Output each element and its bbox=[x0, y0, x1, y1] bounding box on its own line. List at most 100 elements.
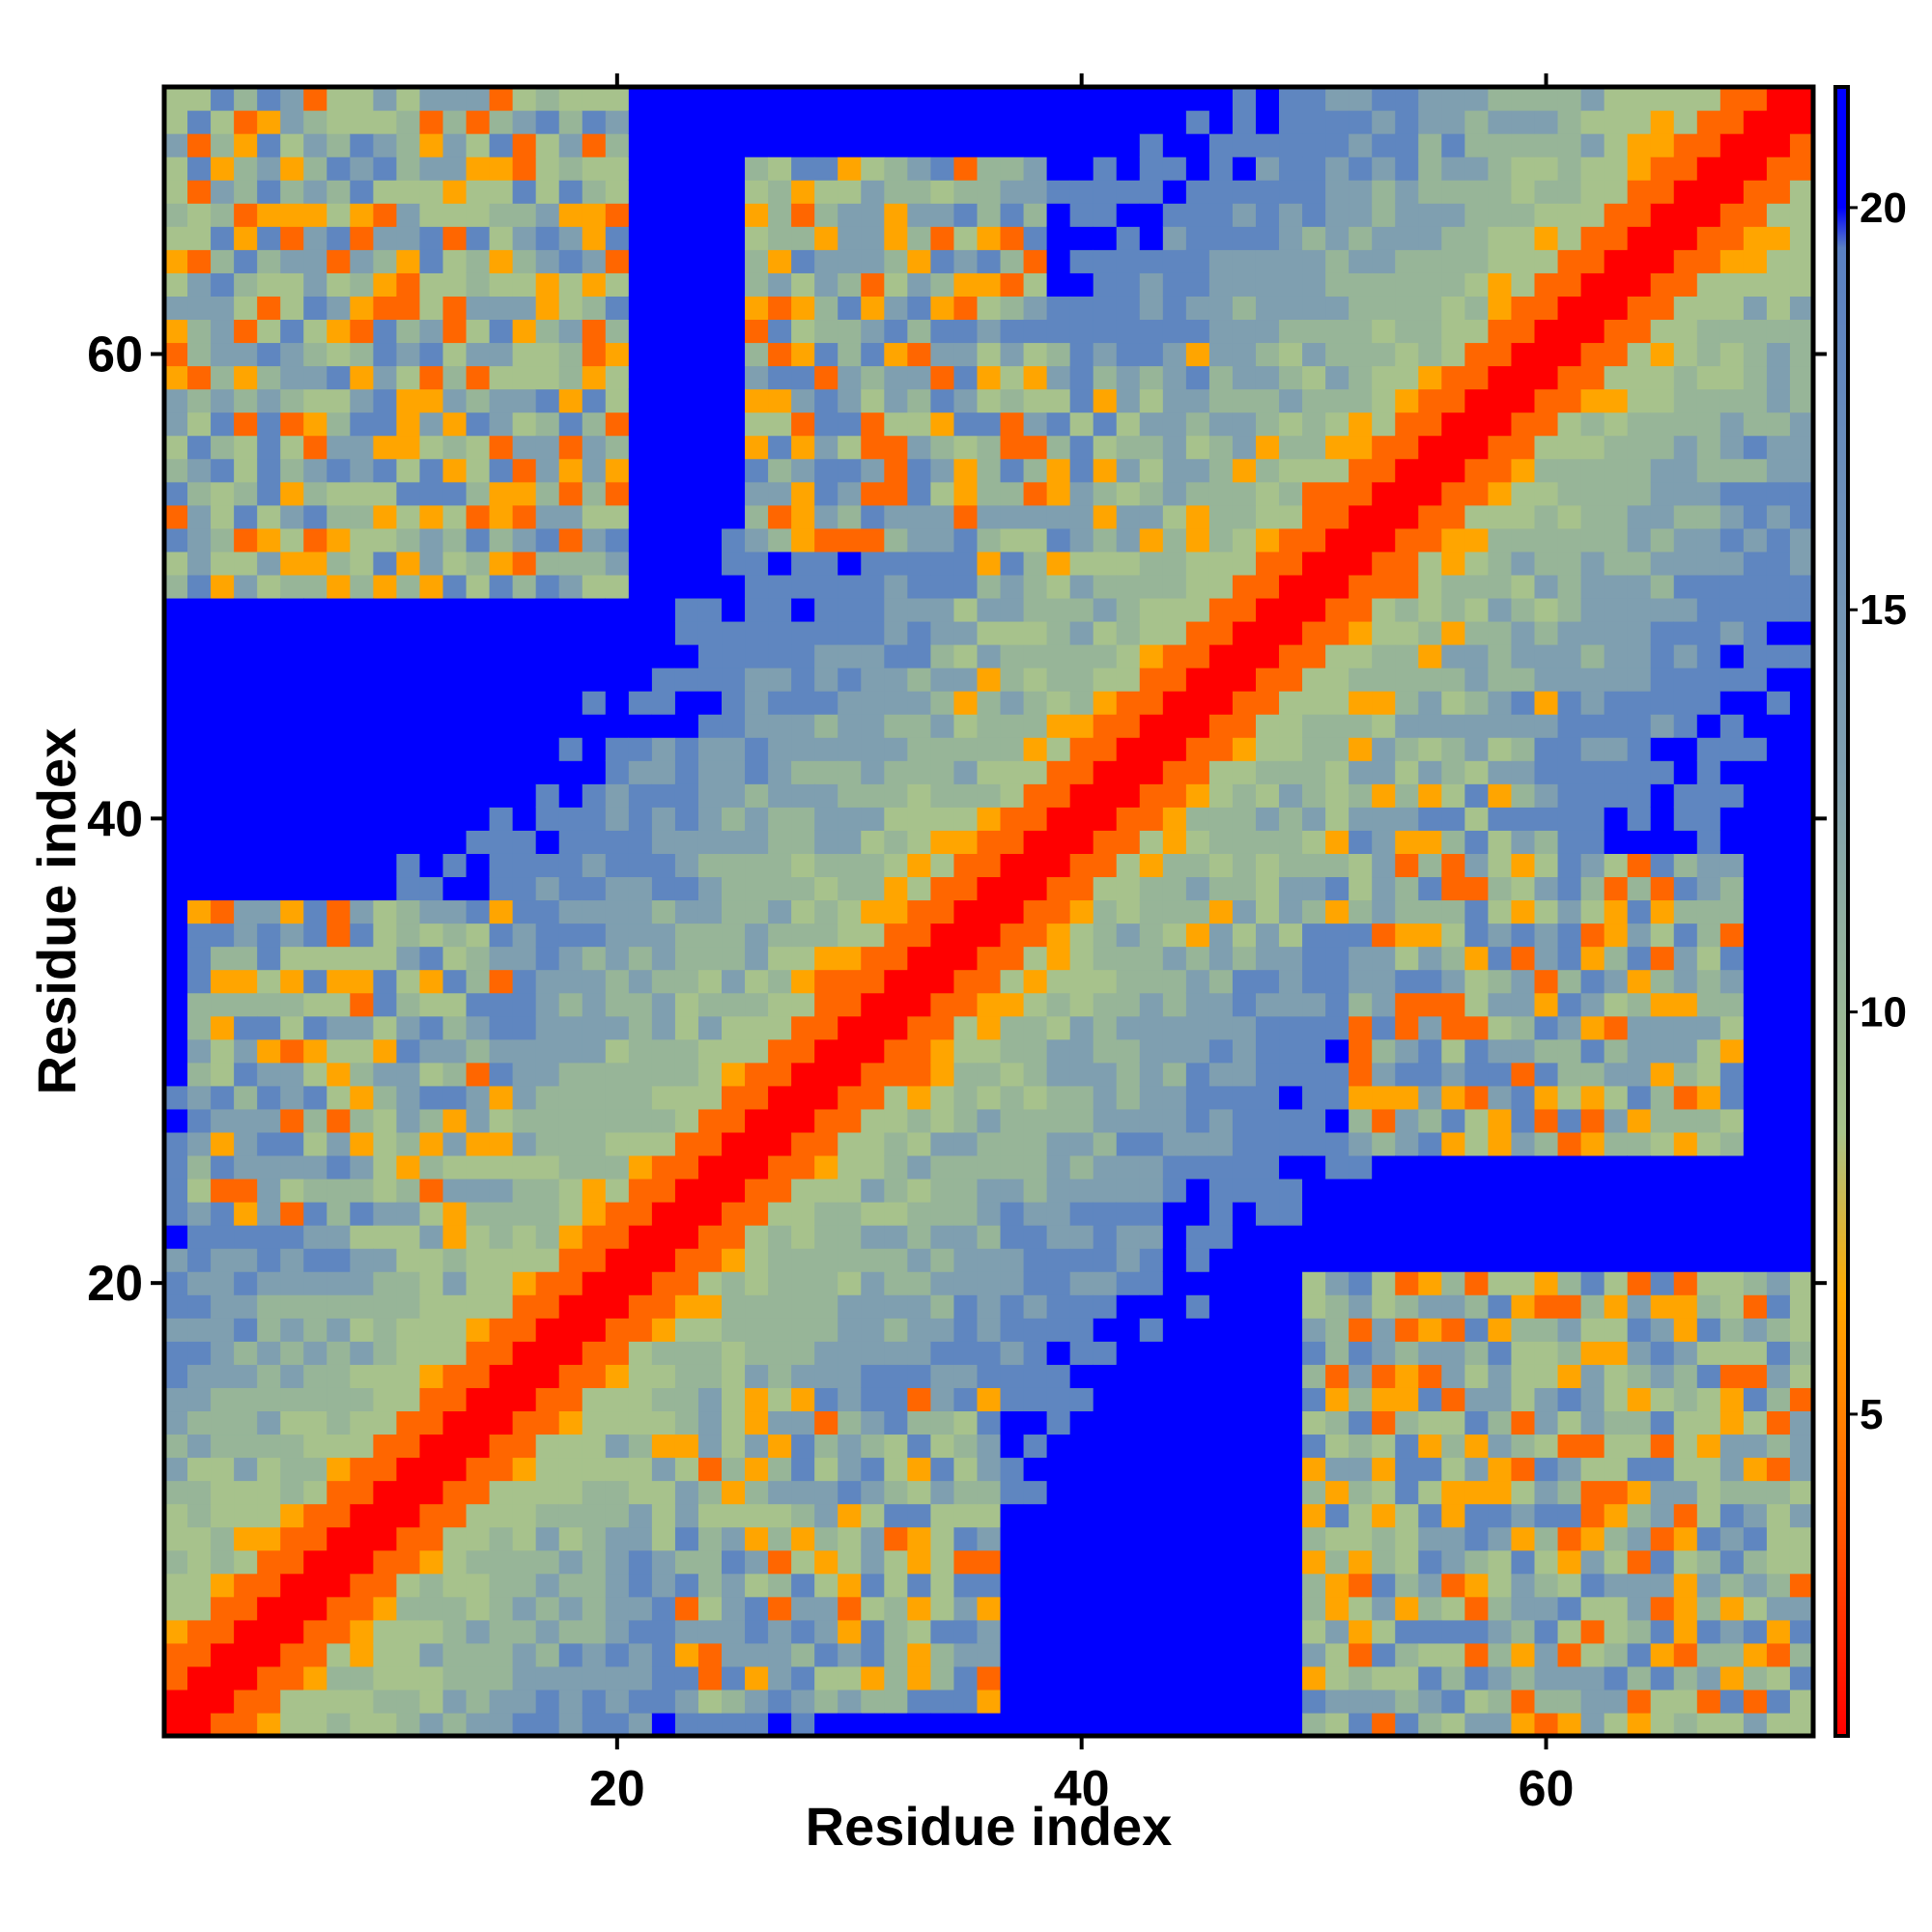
heatmap-cell bbox=[1464, 1108, 1490, 1133]
heatmap-cell bbox=[1208, 1085, 1234, 1110]
heatmap-cell bbox=[535, 365, 560, 390]
heatmap-cell bbox=[303, 1178, 327, 1203]
heatmap-cell bbox=[977, 87, 1002, 111]
heatmap-cell bbox=[1185, 1318, 1210, 1342]
heatmap-cell bbox=[327, 388, 351, 413]
heatmap-cell bbox=[1580, 969, 1605, 994]
heatmap-cell bbox=[164, 668, 188, 692]
heatmap-cell bbox=[697, 714, 723, 738]
heatmap-cell bbox=[1139, 969, 1164, 994]
heatmap-cell bbox=[234, 1108, 258, 1133]
heatmap-cell bbox=[257, 1689, 281, 1714]
heatmap-cell bbox=[838, 1410, 862, 1435]
heatmap-cell bbox=[745, 1341, 769, 1365]
heatmap-cell bbox=[350, 1387, 374, 1412]
heatmap-cell bbox=[722, 992, 746, 1017]
heatmap-cell bbox=[558, 1248, 583, 1272]
heatmap-cell bbox=[605, 87, 630, 111]
heatmap-cell bbox=[442, 296, 468, 321]
heatmap-cell bbox=[1139, 1015, 1164, 1040]
heatmap-cell bbox=[1766, 1154, 1791, 1179]
heatmap-cell bbox=[1208, 180, 1234, 204]
heatmap-cell bbox=[1580, 1712, 1605, 1737]
heatmap-cell bbox=[1557, 1642, 1582, 1667]
heatmap-cell bbox=[303, 1410, 327, 1435]
heatmap-cell bbox=[977, 226, 1002, 250]
heatmap-cell bbox=[1766, 1596, 1791, 1621]
heatmap-cell bbox=[1372, 969, 1396, 994]
heatmap-cell bbox=[953, 1712, 979, 1737]
heatmap-cell bbox=[1418, 1526, 1442, 1551]
heatmap-cell bbox=[1719, 737, 1745, 761]
heatmap-cell bbox=[884, 1549, 908, 1575]
heatmap-cell bbox=[1116, 1596, 1141, 1621]
heatmap-cell bbox=[442, 760, 468, 784]
heatmap-cell bbox=[1139, 1712, 1164, 1737]
heatmap-cell bbox=[1488, 830, 1513, 854]
heatmap-cell bbox=[419, 1573, 444, 1598]
heatmap-cell bbox=[1093, 551, 1118, 576]
heatmap-cell bbox=[1255, 574, 1280, 599]
heatmap-cell bbox=[1208, 1341, 1234, 1365]
heatmap-cell bbox=[628, 1248, 653, 1272]
heatmap-cell bbox=[628, 203, 653, 227]
heatmap-cell bbox=[582, 1038, 607, 1064]
heatmap-cell bbox=[350, 807, 374, 831]
heatmap-cell bbox=[211, 1434, 235, 1459]
heatmap-cell bbox=[211, 1364, 235, 1388]
heatmap-cell bbox=[1325, 760, 1350, 784]
heatmap-cell bbox=[791, 1642, 815, 1667]
heatmap-cell bbox=[1069, 1526, 1094, 1551]
heatmap-cell bbox=[953, 737, 979, 761]
heatmap-cell bbox=[1627, 969, 1652, 994]
heatmap-cell bbox=[1395, 1108, 1419, 1133]
heatmap-cell bbox=[1534, 1596, 1559, 1621]
heatmap-cell bbox=[674, 458, 699, 483]
heatmap-cell bbox=[930, 319, 955, 344]
heatmap-cell bbox=[280, 1526, 304, 1551]
heatmap-cell bbox=[466, 946, 491, 971]
heatmap-cell bbox=[280, 876, 304, 901]
heatmap-cell bbox=[838, 226, 862, 250]
heatmap-cell bbox=[1255, 1549, 1280, 1575]
heatmap-cell bbox=[1418, 365, 1442, 390]
heatmap-cell bbox=[1557, 1480, 1582, 1505]
heatmap-cell bbox=[697, 1248, 723, 1272]
heatmap-cell bbox=[1627, 1202, 1652, 1226]
heatmap-cell bbox=[1441, 1318, 1465, 1342]
heatmap-cell bbox=[1696, 1573, 1721, 1598]
heatmap-cell bbox=[1093, 1549, 1118, 1575]
heatmap-cell bbox=[1534, 1549, 1559, 1575]
heatmap-cell bbox=[1511, 1364, 1536, 1388]
heatmap-cell bbox=[1441, 1712, 1465, 1737]
heatmap-cell bbox=[257, 388, 281, 413]
heatmap-cell bbox=[558, 853, 583, 878]
heatmap-cell bbox=[1349, 1038, 1373, 1064]
heatmap-cell bbox=[582, 1712, 607, 1737]
heatmap-cell bbox=[884, 412, 908, 437]
heatmap-cell bbox=[582, 388, 607, 413]
heatmap-cell bbox=[768, 1619, 792, 1644]
heatmap-cell bbox=[280, 1318, 304, 1342]
heatmap-cell bbox=[234, 1665, 258, 1690]
heatmap-cell bbox=[535, 1202, 560, 1226]
heatmap-cell bbox=[1093, 87, 1118, 111]
heatmap-cell bbox=[350, 737, 374, 761]
heatmap-cell bbox=[280, 899, 304, 924]
heatmap-cell bbox=[697, 1131, 723, 1156]
heatmap-cell bbox=[1046, 272, 1071, 297]
heatmap-cell bbox=[558, 435, 583, 460]
heatmap-cell bbox=[1488, 1085, 1513, 1110]
heatmap-cell bbox=[535, 969, 560, 994]
heatmap-cell bbox=[1279, 1410, 1303, 1435]
heatmap-cell bbox=[1464, 1131, 1490, 1156]
heatmap-cell bbox=[327, 527, 351, 553]
heatmap-cell bbox=[930, 783, 955, 808]
heatmap-cell bbox=[373, 668, 398, 692]
heatmap-cell bbox=[1488, 969, 1513, 994]
heatmap-cell bbox=[1208, 551, 1234, 576]
heatmap-cell bbox=[651, 1712, 676, 1737]
heatmap-cell bbox=[1349, 1015, 1373, 1040]
heatmap-cell bbox=[907, 876, 931, 901]
heatmap-cell bbox=[1093, 597, 1118, 622]
